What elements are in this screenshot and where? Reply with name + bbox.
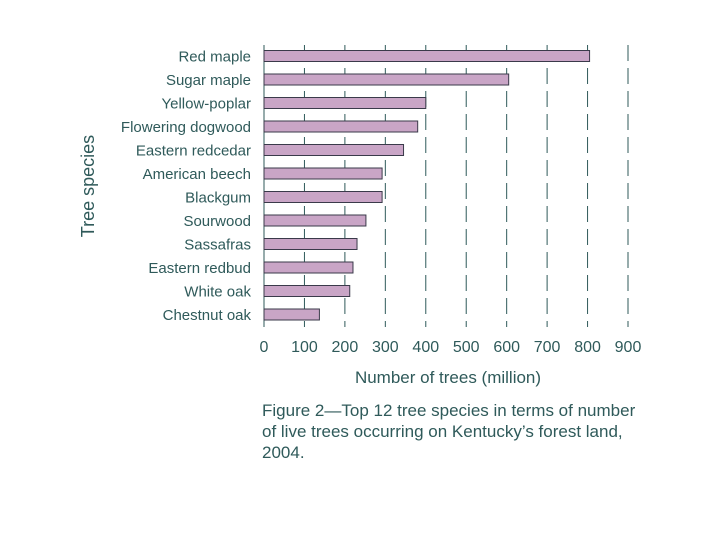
category-label: Blackgum: [185, 190, 251, 207]
bars: [263, 50, 591, 321]
bar: [263, 73, 510, 86]
x-tick-label: 400: [412, 339, 439, 356]
bar: [263, 120, 419, 133]
bar: [263, 214, 367, 227]
gridlines: [263, 45, 629, 327]
x-tick-label: 500: [453, 339, 480, 356]
figure-caption: Figure 2—Top 12 tree species in terms of…: [262, 401, 636, 462]
y-axis-label: Tree species: [78, 135, 98, 237]
bar: [263, 144, 405, 156]
category-label: Sugar maple: [166, 72, 251, 89]
x-tick-label: 300: [372, 339, 399, 356]
bar: [263, 191, 383, 203]
category-labels: Red maple Sugar maple Yellow-poplar Floweri…: [121, 49, 252, 325]
category-label: White oak: [184, 284, 251, 301]
category-label: Eastern redbud: [148, 260, 251, 277]
x-tick-label: 200: [332, 339, 359, 356]
x-tick-label: 700: [534, 339, 561, 356]
category-label: Eastern redcedar: [136, 143, 251, 160]
category-label: Red maple: [178, 49, 251, 66]
bar: [263, 97, 427, 109]
bar: [263, 238, 358, 250]
bar: [263, 261, 354, 274]
category-label: Chestnut oak: [163, 307, 252, 324]
x-tick-label: 600: [493, 339, 520, 356]
category-label: Flowering dogwood: [121, 119, 251, 136]
x-tick-label: 900: [615, 339, 642, 356]
category-label: Yellow-poplar: [161, 96, 251, 113]
x-tick-label: 800: [574, 339, 601, 356]
bar-chart: Red maple Sugar maple Yellow-poplar Floweri…: [78, 45, 642, 387]
x-axis-label: Number of trees (million): [355, 368, 541, 387]
bar: [263, 285, 351, 297]
x-tick-label: 100: [291, 339, 318, 356]
bar: [263, 167, 383, 180]
bar: [263, 50, 591, 62]
category-label: Sassafras: [184, 237, 251, 254]
category-label: American beech: [143, 166, 251, 183]
category-label: Sourwood: [183, 213, 251, 230]
x-tick-label: 0: [260, 339, 269, 356]
x-tick-labels: 0 100 200 300 400 500 600 700 800 900: [260, 339, 642, 356]
bar: [263, 308, 320, 321]
